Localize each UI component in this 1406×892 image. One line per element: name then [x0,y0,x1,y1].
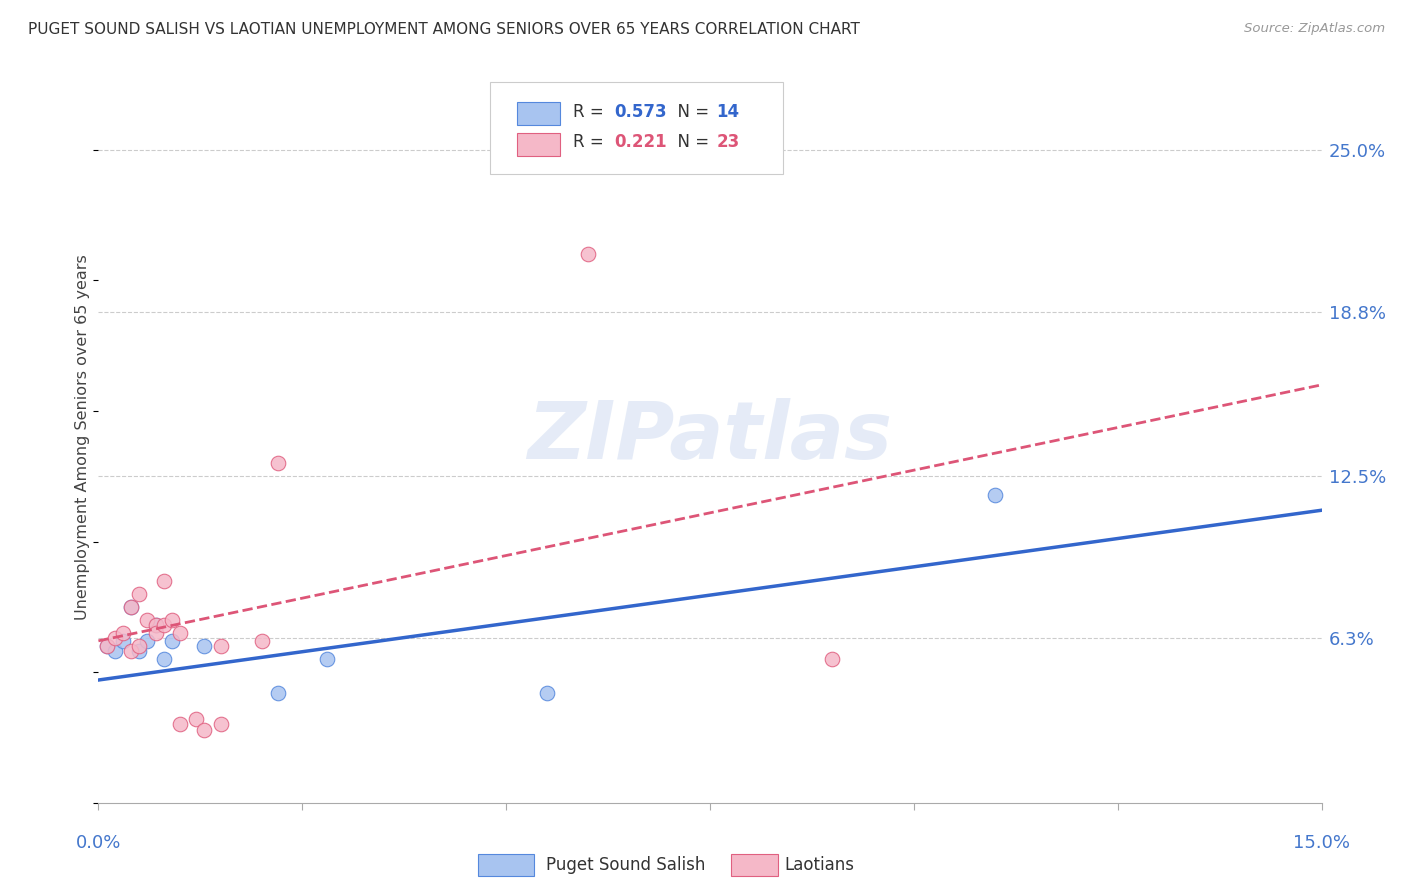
Point [315,652,337,666]
Point [128,639,150,653]
Point [136,613,159,627]
Point [169,717,191,731]
Point [96,639,118,653]
Point [96,639,118,653]
Point [111,633,134,648]
FancyBboxPatch shape [517,133,560,156]
Point [193,639,215,653]
FancyBboxPatch shape [489,82,783,174]
Point [267,686,290,700]
Point [160,633,183,648]
Point [267,456,290,470]
Text: 15.0%: 15.0% [1294,834,1350,852]
Point [111,626,134,640]
Point [821,652,844,666]
Point [576,247,599,261]
Text: 0.0%: 0.0% [76,834,121,852]
Point [984,487,1007,501]
Point [104,632,127,646]
Text: N =: N = [668,133,714,152]
Point [186,712,208,726]
Point [120,644,142,658]
Point [120,599,142,614]
Text: PUGET SOUND SALISH VS LAOTIAN UNEMPLOYMENT AMONG SENIORS OVER 65 YEARS CORRELATI: PUGET SOUND SALISH VS LAOTIAN UNEMPLOYME… [28,22,860,37]
Point [145,626,167,640]
Point [104,644,127,658]
Text: 14: 14 [716,103,740,120]
Point [536,686,558,700]
Point [145,618,167,632]
Point [169,626,191,640]
Point [160,613,183,627]
Point [128,644,150,658]
Text: Puget Sound Salish: Puget Sound Salish [546,856,704,874]
Point [193,723,215,737]
Point [250,633,273,648]
Text: 0.221: 0.221 [614,133,668,152]
Point [120,599,142,614]
Point [209,639,232,653]
Text: 0.573: 0.573 [614,103,668,120]
FancyBboxPatch shape [517,102,560,126]
Point [209,717,232,731]
Point [152,574,174,588]
Text: 23: 23 [716,133,740,152]
Y-axis label: Unemployment Among Seniors over 65 years: Unemployment Among Seniors over 65 years [75,254,90,620]
Point [145,618,167,632]
Text: R =: R = [574,133,609,152]
Text: ZIPatlas: ZIPatlas [527,398,893,476]
Point [152,652,174,666]
Text: N =: N = [668,103,714,120]
Point [152,618,174,632]
Text: Source: ZipAtlas.com: Source: ZipAtlas.com [1244,22,1385,36]
Point [136,633,159,648]
Point [128,587,150,601]
Text: Laotians: Laotians [785,856,855,874]
Text: R =: R = [574,103,609,120]
